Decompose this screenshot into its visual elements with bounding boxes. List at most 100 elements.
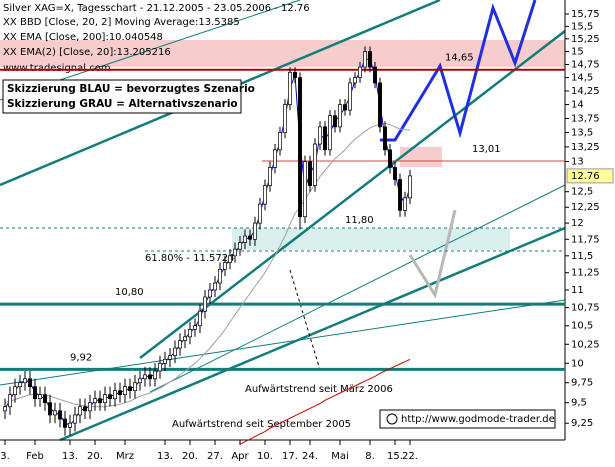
candle-body — [403, 197, 407, 211]
legend-label: EMA [Close, 200]:10.040548 — [20, 32, 163, 43]
candle-body — [68, 422, 72, 428]
y-tick-label: 11,5 — [571, 251, 593, 262]
candle-body — [283, 104, 287, 133]
candle-body — [363, 51, 367, 68]
y-tick-label: 14,25 — [571, 86, 600, 97]
level-label: 11,80 — [345, 215, 374, 226]
candle-body — [128, 386, 132, 391]
legend-label: BBD [Close, 20, 2] Moving Average:13.538… — [20, 17, 240, 28]
candle-body — [113, 390, 117, 400]
resistance-zone-small — [400, 147, 442, 167]
candle-body — [398, 179, 402, 211]
x-tick-label: Mai — [331, 451, 349, 462]
chart-title: Silver XAG=X, Tagesschart - 21.12.2005 -… — [3, 3, 310, 14]
candle-body — [303, 161, 307, 218]
candle-body — [318, 126, 322, 145]
series-line — [4, 122, 411, 408]
candle-body — [213, 282, 217, 291]
y-tick-label: 15,75 — [571, 9, 600, 20]
candle-body — [373, 66, 377, 84]
annotation: Aufwärtstrend seit September 2005 — [172, 419, 351, 430]
y-tick-label: 9,5 — [571, 398, 587, 409]
y-tick-label: 15,25 — [571, 34, 600, 45]
candle-body — [108, 394, 112, 400]
candle-body — [23, 378, 27, 384]
candle-body — [153, 370, 157, 380]
candle-body — [158, 362, 162, 372]
trend-line-september — [59, 226, 566, 442]
candle-body — [53, 410, 57, 416]
candle-body — [143, 374, 147, 380]
legend-marker: XX — [3, 47, 17, 58]
candle-body — [208, 289, 212, 298]
candle-body — [378, 82, 382, 128]
y-tick-label: 15,5 — [571, 21, 593, 32]
candle-body — [148, 374, 152, 380]
x-tick-label: 17. — [282, 451, 298, 462]
candle-body — [333, 115, 337, 128]
candle-body — [133, 382, 137, 391]
source: www.tradesignal.com — [3, 63, 111, 74]
candle-body — [183, 336, 187, 341]
y-tick-label: 13,25 — [571, 142, 600, 153]
x-tick-label: 27. — [207, 451, 223, 462]
y-tick-label: 13,5 — [571, 128, 593, 139]
candle-body — [8, 394, 12, 408]
candle-body — [118, 390, 122, 395]
candle-body — [353, 77, 357, 84]
candle-body — [78, 406, 82, 416]
level-label: 14,65 — [445, 53, 474, 64]
y-tick-label: 9,25 — [571, 418, 593, 429]
y-tick-label: 9,75 — [571, 378, 593, 389]
last-price: 12.76 — [571, 171, 600, 182]
candle-body — [193, 325, 197, 330]
x-tick-label: 20. — [87, 451, 103, 462]
candle-body — [13, 386, 17, 395]
candle-body — [298, 77, 302, 218]
candle-body — [273, 149, 277, 168]
series-line — [239, 358, 411, 445]
annotation: Aufwärtstrend seit März 2006 — [245, 384, 393, 395]
y-tick-label: 11,25 — [571, 268, 600, 279]
candle-body — [58, 410, 62, 420]
candle-body — [88, 402, 92, 412]
candle-body — [343, 104, 347, 111]
legend-marker: XX — [3, 32, 17, 43]
y-tick-label: 10 — [571, 358, 584, 369]
y-tick-label: 15 — [571, 47, 584, 58]
candle-body — [218, 268, 222, 284]
candle-body — [308, 161, 312, 186]
candle-body — [248, 235, 252, 240]
x-tick-label: 8. — [365, 451, 375, 462]
x-tick-label: 13. — [157, 451, 173, 462]
candle-body — [233, 248, 237, 257]
scenario-box — [2, 79, 242, 114]
series-line — [4, 58, 411, 426]
y-tick-label: 10,5 — [571, 321, 593, 332]
candle-body — [383, 126, 387, 151]
x-tick-label: 22. — [402, 451, 418, 462]
candle-body — [238, 242, 242, 250]
y-tick-label: 12,25 — [571, 202, 600, 213]
level-label: 13,01 — [472, 144, 501, 155]
candle-body — [123, 386, 127, 395]
last-price-box — [566, 168, 614, 184]
y-tick-label: 13 — [571, 157, 584, 168]
x-tick-label: 24. — [302, 451, 318, 462]
candle-body — [98, 398, 102, 404]
credit-icon — [386, 413, 398, 425]
candle-body — [323, 126, 327, 151]
y-tick-label: 12,5 — [571, 187, 593, 198]
candle-body — [28, 378, 32, 388]
x-tick-label: Mrz — [116, 451, 134, 462]
candle-body — [338, 104, 342, 128]
candle-body — [43, 394, 47, 404]
y-tick-label: 13,75 — [571, 113, 600, 124]
credit-box — [379, 409, 556, 429]
candle-body — [163, 359, 167, 364]
blue-scenario — [380, 0, 537, 142]
x-tick-label: Feb — [26, 451, 44, 462]
candle-body — [228, 255, 232, 263]
candle-body — [168, 355, 172, 360]
